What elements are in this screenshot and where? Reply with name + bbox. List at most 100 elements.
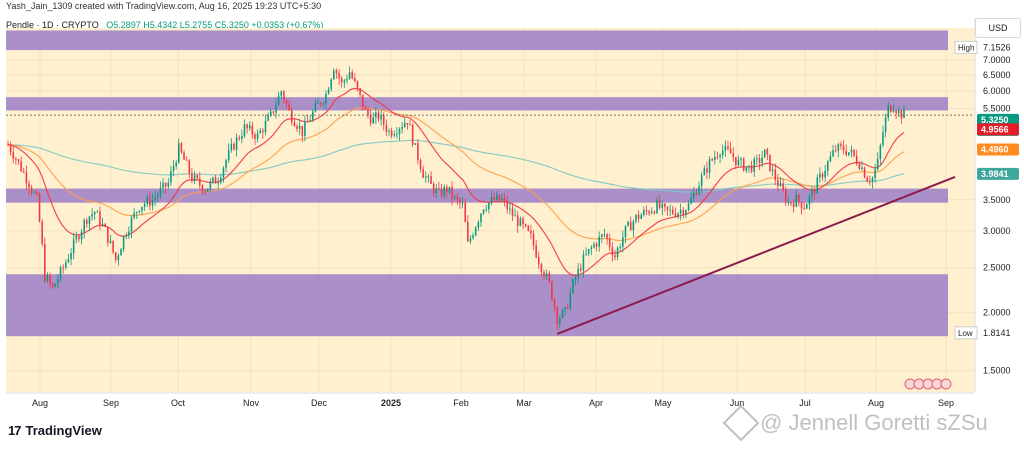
candle-body	[107, 226, 109, 243]
candle-body	[96, 211, 99, 213]
candle-body	[658, 200, 661, 208]
candle-body	[635, 214, 637, 222]
candle	[632, 219, 635, 238]
candle-body	[469, 238, 472, 242]
candle	[135, 211, 138, 220]
watermark: @ Jennell Goretti sZSu	[722, 404, 988, 442]
candle-body	[51, 283, 54, 288]
candle-body	[574, 277, 577, 280]
candle-body	[225, 160, 227, 168]
candle-body	[72, 239, 75, 254]
candle-body	[46, 275, 49, 282]
candle-body	[719, 154, 721, 157]
candle	[666, 206, 669, 216]
candle-body	[840, 144, 842, 146]
candle	[832, 144, 834, 158]
ema20-label-value: 4.9566	[981, 124, 1009, 134]
candle	[96, 209, 99, 213]
symbol-name[interactable]: Pendle · 1D · CRYPTO	[6, 20, 99, 30]
candle-body	[748, 165, 750, 167]
candle	[72, 232, 75, 260]
candle	[12, 146, 15, 163]
ema50-label-value: 4.4960	[981, 145, 1009, 155]
candle-body	[606, 234, 608, 239]
candle	[335, 68, 338, 79]
candle	[629, 216, 632, 231]
candle-body	[735, 157, 737, 166]
candle	[185, 156, 188, 161]
candle	[143, 201, 146, 211]
candle-body	[41, 221, 43, 244]
candle	[737, 155, 740, 167]
candle	[117, 253, 120, 266]
candle-body	[611, 247, 614, 256]
candle-body	[506, 200, 509, 210]
candle	[385, 119, 388, 136]
candle-body	[446, 186, 448, 192]
price-tick-label: 3.0000	[983, 226, 1011, 236]
candle-body	[359, 88, 361, 95]
candle-body	[206, 188, 209, 192]
candle-body	[724, 146, 727, 151]
candle-body	[614, 255, 616, 258]
high-label-tag-text: High	[958, 43, 974, 52]
candle	[80, 228, 83, 245]
candle	[519, 216, 522, 227]
candle	[648, 209, 650, 217]
candle	[49, 272, 51, 289]
candle-body	[795, 194, 798, 207]
candle-body	[514, 215, 516, 217]
candle	[75, 231, 78, 244]
candle-body	[314, 103, 317, 112]
candle-body	[876, 159, 879, 170]
candle	[669, 204, 671, 217]
candle	[86, 217, 88, 229]
candle-body	[727, 146, 729, 149]
candle	[388, 128, 390, 137]
candle	[509, 202, 511, 215]
candle	[511, 202, 514, 222]
candle-body	[464, 202, 466, 223]
candle-body	[285, 100, 288, 105]
candle-body	[277, 95, 280, 106]
candle	[530, 225, 532, 240]
candle-body	[750, 165, 753, 172]
time-tick-label: Mar	[516, 398, 532, 408]
candle-body	[669, 209, 671, 211]
candle	[585, 247, 587, 256]
candle	[222, 166, 225, 183]
candle	[338, 69, 340, 85]
candle	[827, 159, 829, 177]
candle	[635, 214, 637, 224]
candle-body	[209, 181, 212, 189]
candle-body	[459, 199, 461, 203]
candle	[393, 130, 396, 138]
candle	[721, 144, 724, 160]
time-tick-label: Sep	[938, 398, 954, 408]
candle	[354, 73, 356, 83]
candle-body	[435, 188, 438, 194]
candle-body	[569, 292, 572, 309]
candle-body	[527, 225, 530, 231]
candle-body	[275, 105, 277, 113]
candle	[895, 109, 897, 119]
candle	[769, 154, 771, 173]
candle	[753, 156, 756, 177]
candle-body	[280, 91, 283, 96]
candle-body	[714, 156, 716, 160]
candle	[91, 208, 93, 221]
candle	[593, 241, 595, 249]
candle-body	[443, 186, 445, 197]
candle	[41, 219, 43, 247]
high-label-tag	[954, 40, 978, 54]
candle-body	[430, 176, 432, 184]
candle	[438, 181, 440, 191]
candle	[871, 176, 874, 189]
candle	[256, 129, 259, 143]
candle	[472, 232, 474, 240]
candle	[803, 201, 805, 210]
candle-body	[488, 202, 490, 210]
candle	[559, 314, 561, 329]
candle	[493, 192, 495, 201]
